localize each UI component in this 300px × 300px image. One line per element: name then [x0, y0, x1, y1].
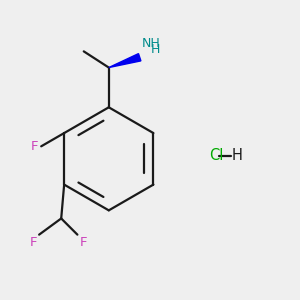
- Text: F: F: [31, 140, 38, 153]
- Text: H: H: [151, 44, 160, 56]
- Text: H: H: [232, 148, 243, 164]
- Polygon shape: [109, 54, 141, 68]
- Text: NH: NH: [142, 37, 161, 50]
- Text: F: F: [29, 236, 37, 249]
- Text: Cl: Cl: [209, 148, 223, 164]
- Text: F: F: [80, 236, 87, 249]
